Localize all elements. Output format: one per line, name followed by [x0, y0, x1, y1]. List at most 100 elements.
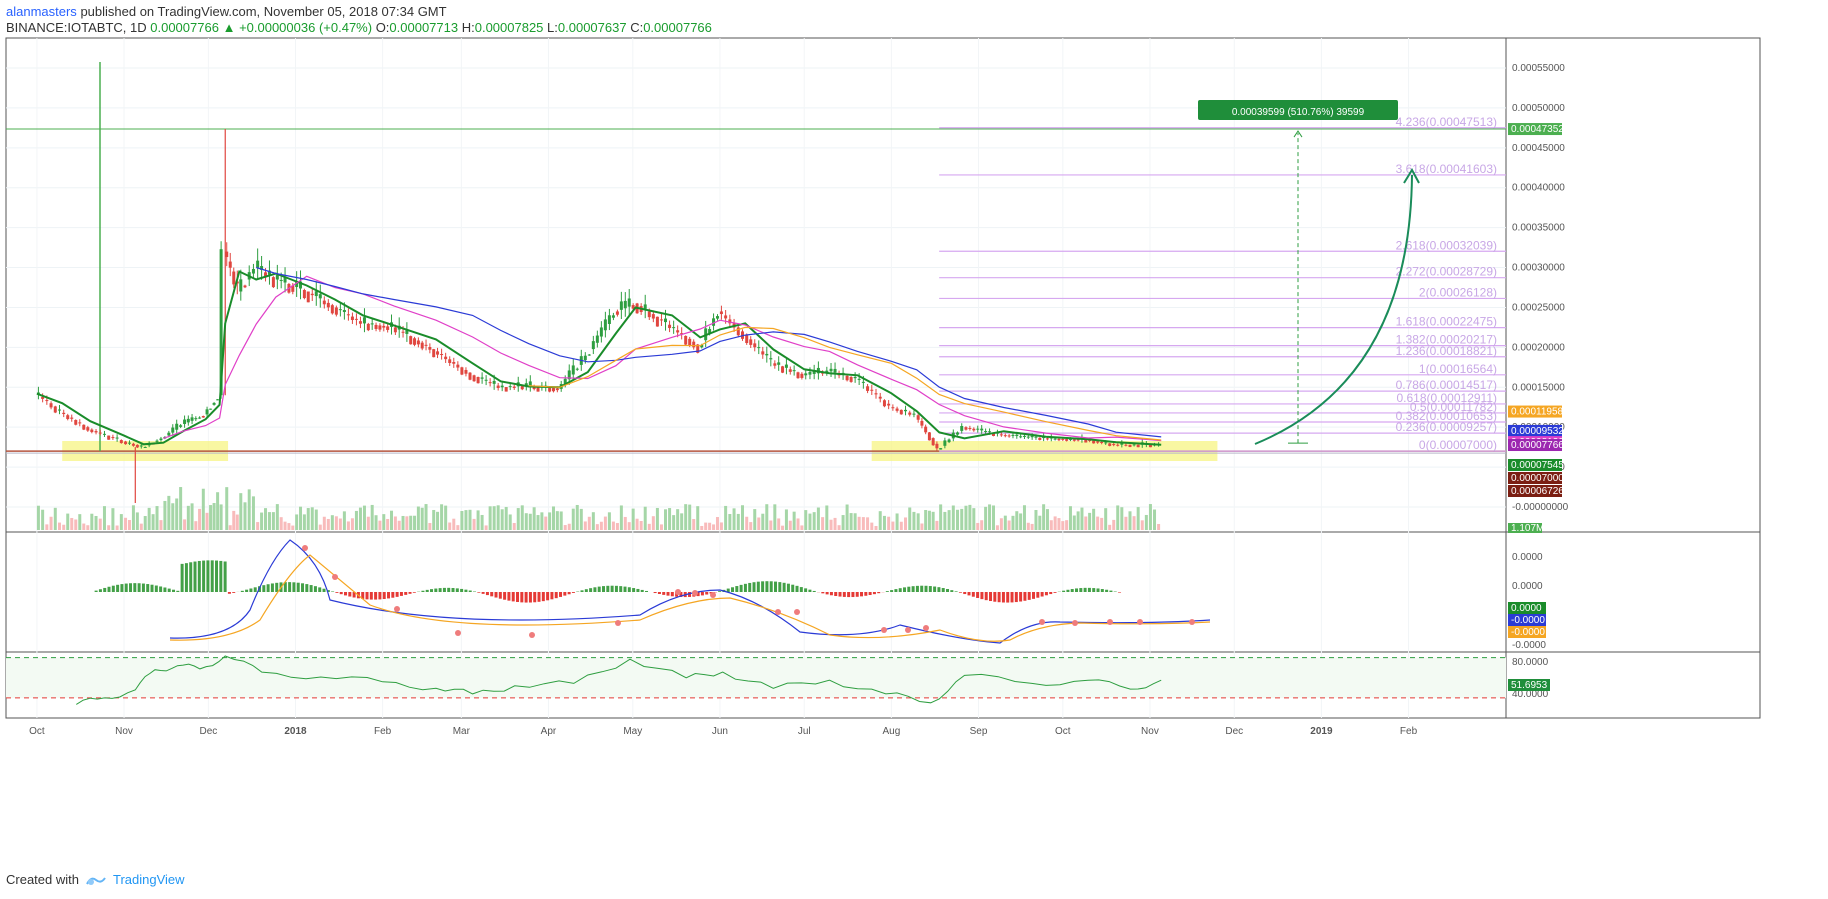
- time-tick-label: May: [623, 726, 642, 737]
- volume-bar: [346, 521, 350, 530]
- candle-body: [472, 375, 476, 382]
- macd-histogram-bar: [610, 585, 614, 592]
- volume-bar: [275, 504, 279, 530]
- candle-body: [70, 417, 74, 419]
- macd-histogram-bar: [305, 584, 309, 592]
- macd-histogram-bar: [602, 586, 606, 592]
- volume-bar: [186, 505, 190, 530]
- macd-histogram-bar: [477, 592, 481, 593]
- volume-bar: [492, 506, 496, 530]
- measure-label-box: [1198, 100, 1398, 120]
- tradingview-brand[interactable]: TradingView: [112, 872, 185, 887]
- price-tag-label: 0.00009532: [1511, 426, 1564, 437]
- candle-body: [1072, 439, 1076, 441]
- candle-body: [1011, 434, 1015, 436]
- time-tick-label: Nov: [115, 726, 133, 737]
- macd-histogram-bar: [283, 582, 287, 592]
- macd-histogram-bar: [430, 589, 434, 592]
- macd-histogram-bar: [391, 592, 395, 598]
- volume-bar: [972, 508, 976, 530]
- volume-bar: [829, 519, 833, 530]
- macd-histogram-bar: [1075, 588, 1079, 592]
- volume-bar: [1092, 508, 1096, 530]
- volume-bar: [647, 523, 651, 530]
- macd-histogram-bar: [614, 585, 618, 592]
- volume-bar: [874, 525, 878, 530]
- macd-histogram-bar: [808, 589, 812, 592]
- created-with-text: Created with: [6, 872, 79, 887]
- measure-label: 0.00039599 (510.76%) 39599: [1232, 107, 1365, 118]
- volume-bar: [119, 514, 123, 530]
- rsi-value-tag: 51.6953: [1511, 680, 1548, 691]
- volume-bar: [147, 507, 151, 530]
- volume-bar: [555, 511, 559, 530]
- candle-body: [209, 408, 213, 410]
- macd-histogram-bar: [1066, 589, 1070, 592]
- macd-histogram-bar: [270, 583, 274, 592]
- macd-histogram-bar: [481, 592, 485, 594]
- macd-signal-line: [169, 554, 1211, 642]
- volume-bar: [1148, 504, 1152, 530]
- candle-body: [409, 336, 413, 345]
- candle-body: [167, 432, 171, 436]
- volume-bar: [567, 523, 571, 530]
- candle-body: [90, 429, 94, 433]
- candle-body: [999, 434, 1003, 436]
- candle-body: [595, 335, 599, 343]
- macd-histogram-bar: [197, 560, 201, 592]
- candle-body: [243, 285, 247, 288]
- price-tag-box: [1508, 485, 1562, 497]
- volume-bar: [390, 510, 394, 530]
- macd-histogram-bar: [1109, 590, 1113, 592]
- volume-bar: [401, 515, 405, 530]
- volume-bar: [350, 518, 354, 530]
- candle-body: [420, 342, 424, 349]
- volume-bar: [464, 510, 468, 530]
- macd-histogram-bar: [748, 582, 752, 592]
- candle-body: [338, 309, 342, 311]
- volume-bar: [98, 518, 102, 530]
- macd-histogram-bar: [245, 589, 249, 592]
- price-tick-label: 0.00050000: [1512, 103, 1565, 114]
- plot-border: [5, 37, 1507, 719]
- volume-bar: [623, 516, 627, 530]
- volume-bar: [53, 507, 57, 530]
- fib-level-label: 0.786(0.00014517): [1396, 378, 1497, 392]
- candle-body: [615, 311, 619, 315]
- macd-histogram-bar: [903, 587, 907, 592]
- macd-histogram-bar: [309, 585, 313, 592]
- volume-bar: [627, 522, 631, 530]
- volume-bar: [448, 522, 452, 530]
- candle-body: [251, 268, 255, 274]
- macd-histogram-bar: [150, 584, 154, 592]
- macd-histogram-bar: [528, 592, 532, 603]
- volume-bar: [306, 508, 310, 530]
- time-tick-label: Feb: [374, 726, 392, 737]
- author-link[interactable]: alanmasters: [6, 4, 77, 19]
- volume-bar: [378, 520, 382, 530]
- volume-bar: [194, 521, 198, 530]
- volume-bar: [1120, 507, 1124, 530]
- candle-body: [78, 422, 82, 424]
- macd-histogram-bar: [1006, 592, 1010, 603]
- volume-bar: [420, 507, 424, 530]
- macd-histogram-bar: [1049, 592, 1053, 595]
- macd-histogram-bar: [860, 592, 864, 597]
- macd-histogram-bar: [976, 592, 980, 598]
- volume-bar: [45, 524, 49, 530]
- macd-histogram-bar: [361, 592, 365, 599]
- volume-bar: [551, 506, 555, 530]
- time-tick-label: Dec: [1225, 726, 1243, 737]
- candle-body: [964, 427, 968, 430]
- macd-histogram-bar: [804, 588, 808, 592]
- candle-body: [792, 370, 796, 372]
- macd-histogram-bar: [946, 589, 950, 592]
- macd-histogram-bar: [442, 587, 446, 592]
- macd-cross-dot: [794, 609, 800, 615]
- macd-histogram-bar: [524, 592, 528, 603]
- volume-bar: [444, 505, 448, 530]
- price-tag-box: [1508, 424, 1562, 437]
- macd-histogram-bar: [94, 590, 98, 592]
- macd-histogram-bar: [915, 585, 919, 592]
